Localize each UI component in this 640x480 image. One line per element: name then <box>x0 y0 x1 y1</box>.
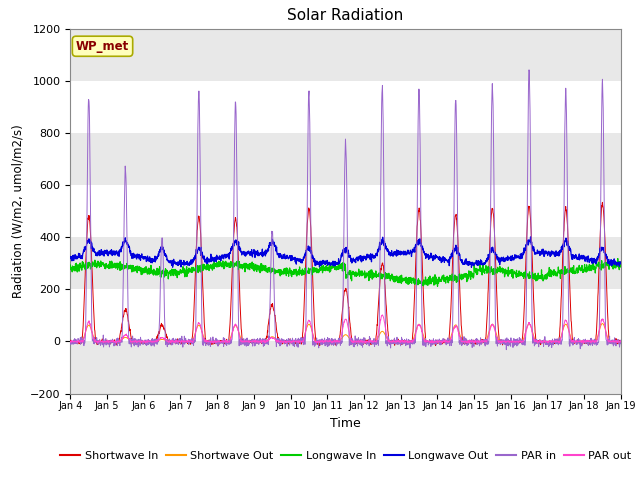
Bar <box>70 237 621 289</box>
X-axis label: Time: Time <box>330 417 361 430</box>
Text: WP_met: WP_met <box>76 40 129 53</box>
Bar <box>70 341 621 394</box>
Legend: Shortwave In, Shortwave Out, Longwave In, Longwave Out, PAR in, PAR out: Shortwave In, Shortwave Out, Longwave In… <box>56 446 636 466</box>
Bar <box>70 29 621 81</box>
Title: Solar Radiation: Solar Radiation <box>287 9 404 24</box>
Bar <box>70 133 621 185</box>
Y-axis label: Radiation (W/m2, umol/m2/s): Radiation (W/m2, umol/m2/s) <box>12 124 24 298</box>
